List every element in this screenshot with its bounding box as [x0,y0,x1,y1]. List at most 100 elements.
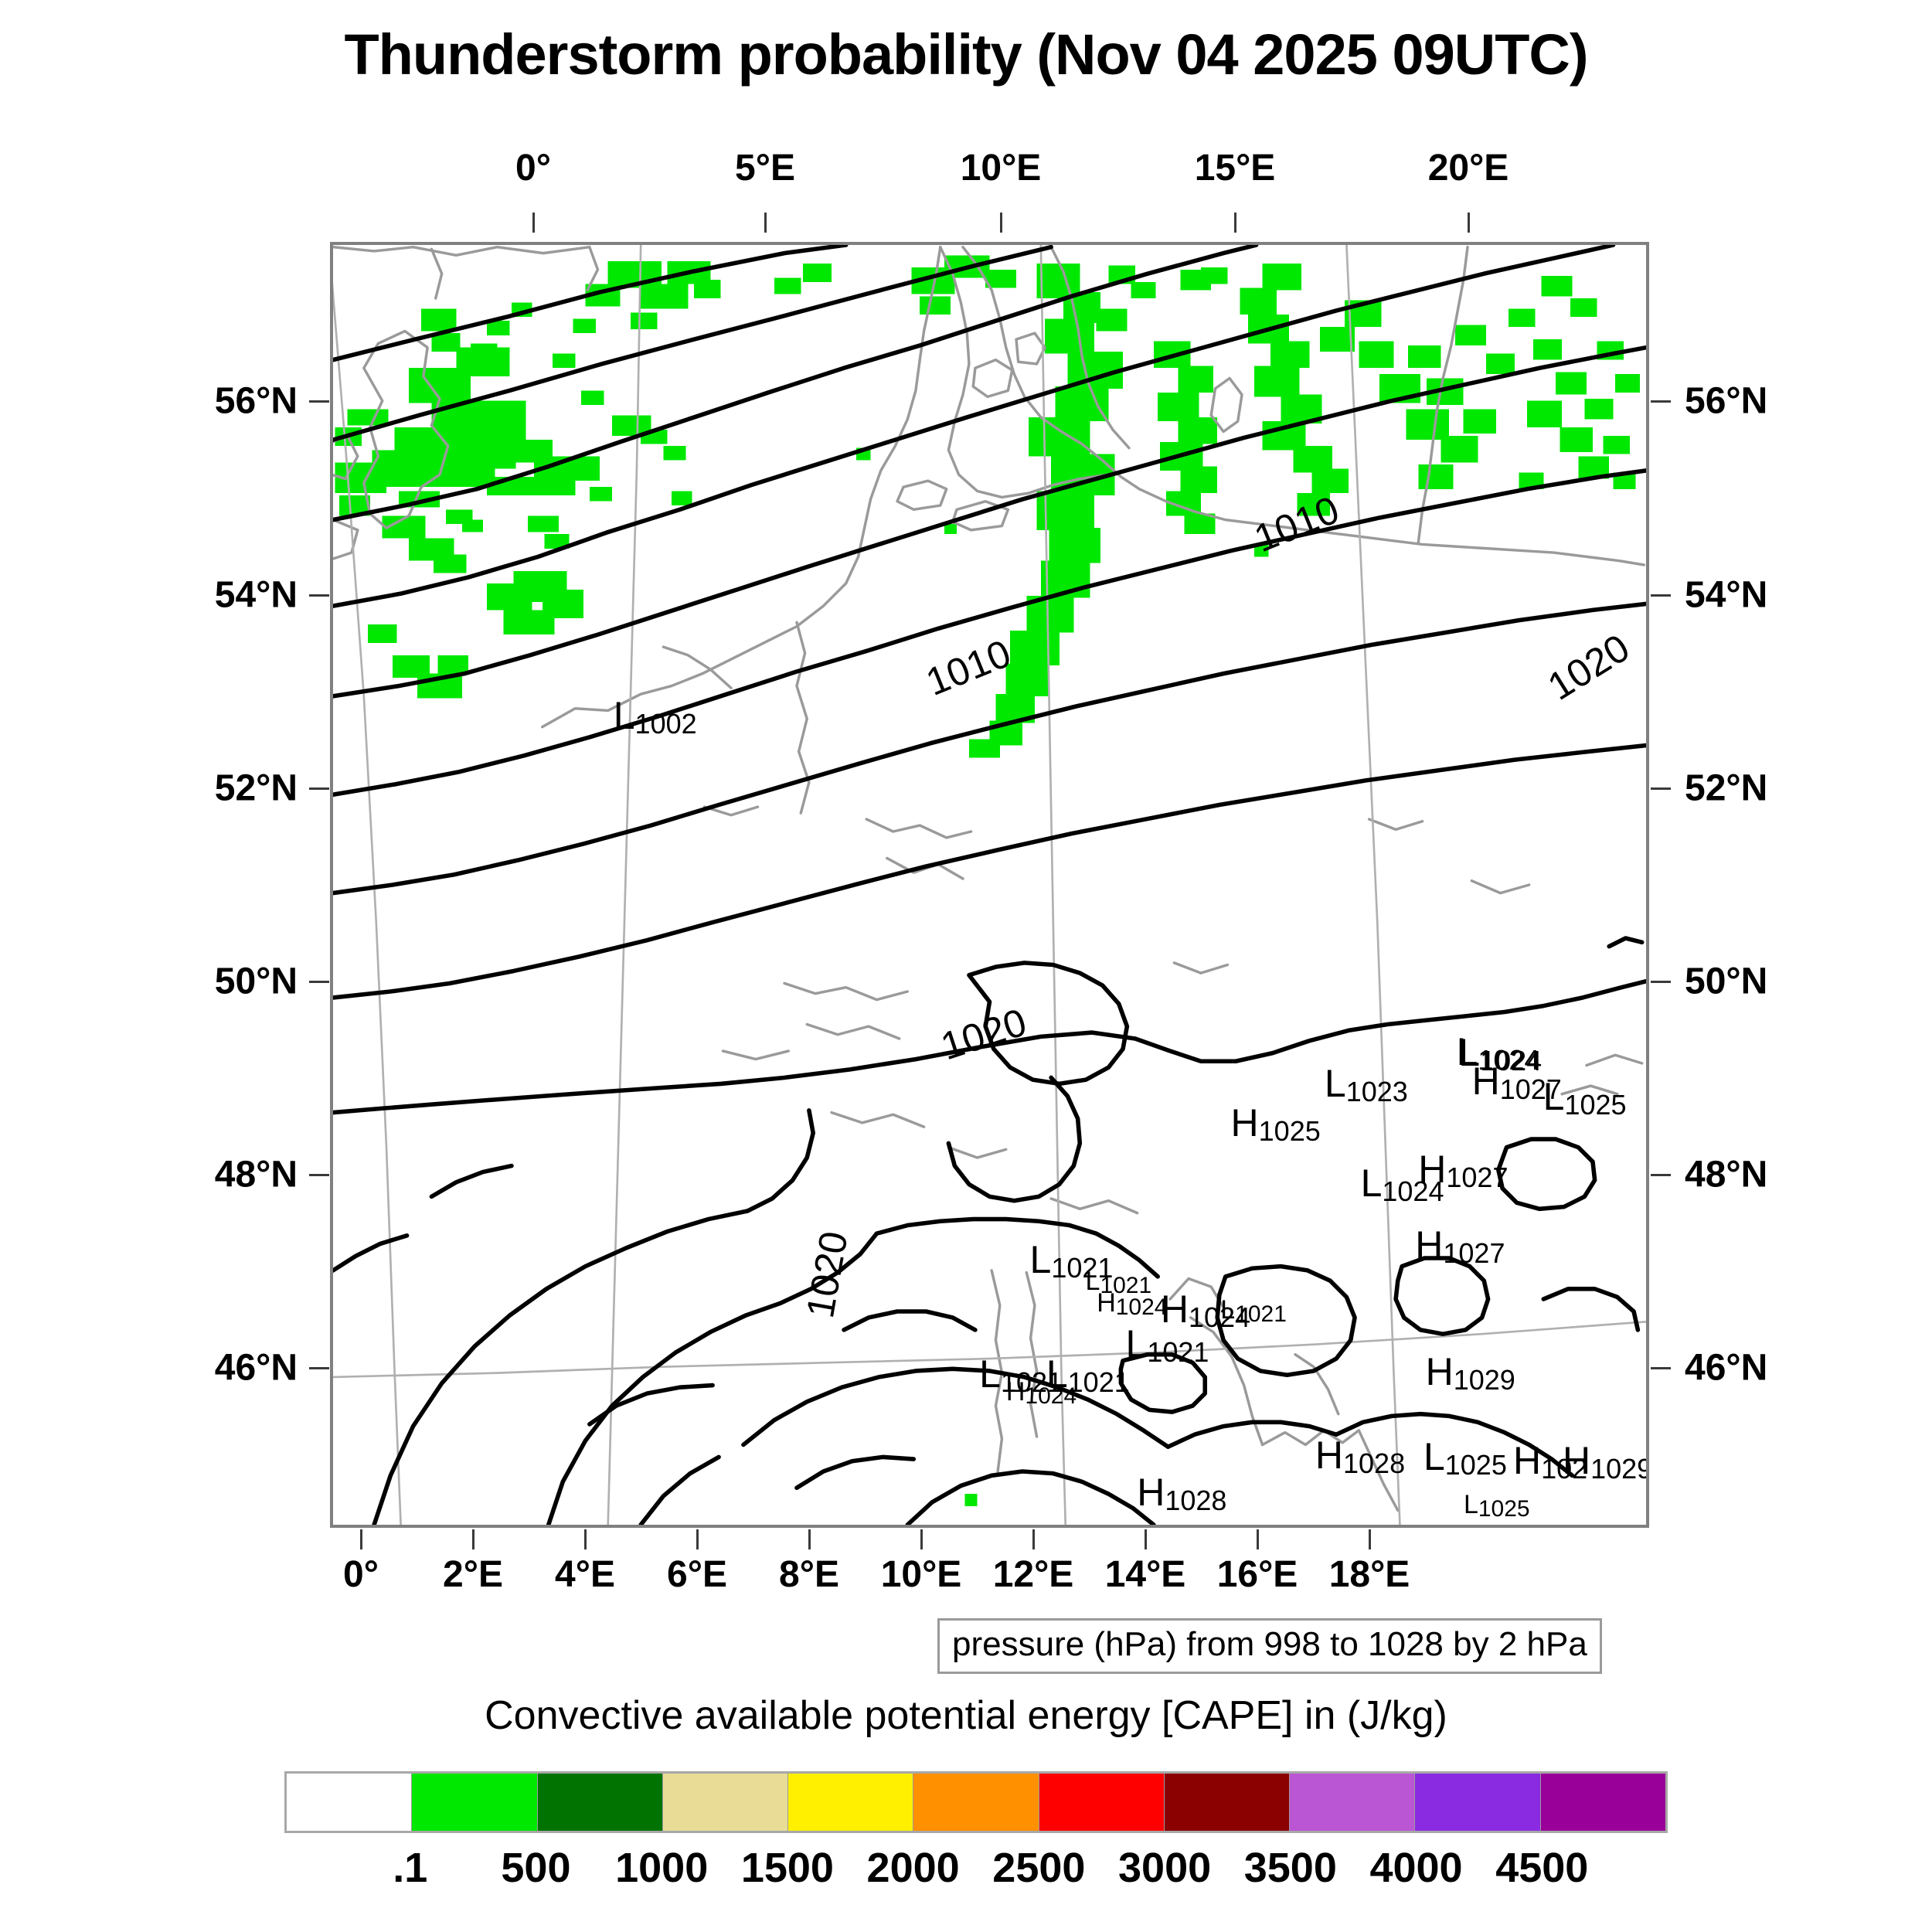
pressure-system-type: H [1512,1439,1542,1482]
bottom-tick-8 [1257,1529,1259,1549]
right-tick-4 [1651,1174,1671,1176]
colorbar-segment-5[interactable] [913,1774,1039,1831]
bottom-tick-6 [1032,1529,1035,1549]
map-graphics: 1010 1010 1020 1020 1020 [333,245,1646,1525]
pressure-system-l-13: L1021 [1220,1297,1287,1326]
colorbar-segment-0[interactable] [287,1774,412,1831]
colorbar-tick-3: 1500 [740,1845,834,1891]
colorbar-segment-8[interactable] [1289,1774,1415,1831]
top-tick-2 [1000,213,1002,233]
pressure-system-h-17: H1024 [1006,1379,1077,1408]
colorbar-segment-1[interactable] [411,1774,537,1831]
pressure-system-value: 1028 [1165,1485,1227,1517]
right-tick-0 [1651,400,1671,403]
bottom-lon-label-9: 18°E [1328,1554,1410,1595]
left-tick-1 [309,594,329,597]
pressure-system-value: 1027 [1446,1161,1509,1193]
map-panel: 1010 1010 1020 1020 1020 L1002 L1024 L1023… [330,242,1649,1528]
top-lon-label-3: 15°E [1194,148,1276,189]
pressure-system-l-15: L1021 [979,1355,1063,1396]
left-lat-label-2: 52°N [214,767,298,809]
top-lon-label-0: 0° [515,148,551,189]
left-lat-label-5: 46°N [214,1347,298,1389]
pressure-system-h-7: H1027 [1418,1150,1508,1192]
pressure-system-type: L [1456,1029,1478,1073]
colorbar-segment-2[interactable] [536,1774,662,1831]
right-tick-3 [1651,981,1671,983]
pressure-system-l-16: L1021 [1046,1355,1130,1396]
pressure-system-value: 1027 [1499,1073,1562,1106]
top-lon-label-2: 10°E [960,148,1042,189]
colorbar-segment-3[interactable] [662,1774,788,1831]
pressure-system-type: H [1418,1147,1447,1191]
colorbar-segment-7[interactable] [1163,1774,1290,1831]
right-lat-label-4: 48°N [1685,1154,1768,1196]
pressure-note: pressure (hPa) from 998 to 1028 by 2 hPa [937,1618,1602,1674]
bottom-lon-label-4: 8°E [779,1554,839,1595]
contour-label: 1010 [1248,487,1345,560]
pressure-system-type: H [1315,1434,1344,1478]
pressure-system-type: L [1046,1352,1068,1396]
right-lat-label-1: 54°N [1685,574,1768,616]
bottom-tick-5 [920,1529,923,1549]
pressure-system-type: H [1471,1060,1500,1104]
colorbar-tick-labels: .1 500 1000 1500 2000 2500 3000 3500 4000 4500 [284,1844,1668,1898]
pressure-system-type: L [1423,1434,1445,1478]
right-tick-1 [1651,594,1671,597]
pressure-system-h-5: H1025 [1231,1104,1321,1145]
colorbar-caption: Convective available potential energy [C… [485,1693,1447,1738]
pressure-system-value: 1021 [1147,1336,1209,1369]
pressure-system-value: 1024 [1115,1294,1168,1320]
pressure-system-l-25: L1025 [1464,1492,1530,1521]
left-tick-2 [309,787,329,790]
colorbar[interactable] [284,1771,1668,1833]
pressure-system-type: H [1097,1288,1116,1318]
cape-shading-layer [335,255,1641,1507]
pressure-system-l-18: L1024 [1457,1032,1540,1074]
pressure-system-type: H [1562,1439,1591,1482]
bottom-lon-label-6: 12°E [992,1554,1074,1595]
pressure-system-type: L [1360,1162,1383,1206]
pressure-system-type: L [613,694,635,737]
pressure-system-type: H [1160,1287,1189,1331]
contour-label: 1010 [920,631,1016,704]
pressure-system-value: 102 [1541,1453,1588,1485]
pressure-system-value: 1021 [1067,1366,1130,1398]
colorbar-segment-10[interactable] [1539,1774,1665,1831]
pressure-system-value: 1021 [1235,1301,1287,1328]
pressure-system-h-24: H1028 [1137,1473,1226,1515]
bottom-lon-label-0: 0° [343,1554,379,1595]
pressure-system-value: 1024 [1478,1043,1540,1076]
pressure-system-type: L [1085,1267,1100,1296]
bottom-tick-1 [472,1529,474,1549]
bottom-tick-9 [1369,1529,1371,1549]
bottom-tick-0 [360,1529,362,1549]
pressure-system-value: 1024 [1188,1301,1251,1333]
pressure-system-type: L [1458,1031,1481,1074]
colorbar-segment-9[interactable] [1414,1774,1540,1831]
pressure-system-type: H [1137,1471,1165,1515]
bottom-tick-3 [696,1529,699,1549]
isobar-layer [333,245,1646,1525]
pressure-system-h-23: H1029 [1562,1439,1646,1483]
colorbar-tick-6: 3000 [1118,1845,1212,1891]
left-lat-label-1: 54°N [214,574,298,616]
colorbar-tick-5: 2500 [992,1845,1086,1891]
colorbar-segment-6[interactable] [1038,1774,1164,1831]
pressure-system-value: 1025 [1444,1448,1507,1481]
pressure-system-type: H [1005,1376,1026,1406]
pressure-system-l-9: L1021 [1030,1240,1114,1282]
pressure-system-l-21: L1025 [1423,1437,1507,1479]
pressure-system-type: H [1415,1223,1444,1267]
left-lat-label-4: 48°N [214,1154,298,1196]
colorbar-tick-7: 3500 [1243,1845,1337,1891]
contour-label: 1020 [1540,625,1637,709]
right-lat-label-5: 46°N [1685,1347,1768,1389]
colorbar-segment-4[interactable] [787,1774,913,1831]
colorbar-tick-8: 4000 [1369,1845,1463,1891]
page-title: Thunderstorm probability (Nov 04 2025 09… [344,22,1588,87]
bottom-lon-label-2: 4°E [555,1554,615,1595]
pressure-system-type: L [1029,1238,1052,1281]
bottom-tick-2 [584,1529,587,1549]
